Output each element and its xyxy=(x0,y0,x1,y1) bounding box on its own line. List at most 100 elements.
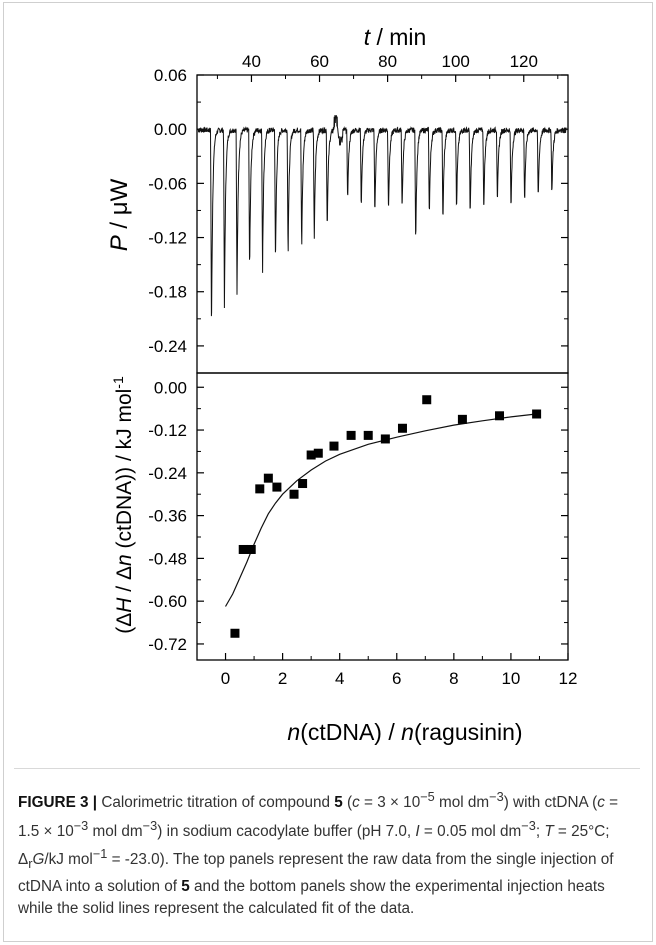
data-point xyxy=(397,423,407,433)
caption-text-5: ) with ctDNA ( xyxy=(503,794,598,812)
caption-i-var: I xyxy=(415,822,420,840)
caption-text-2: ( xyxy=(342,794,353,812)
heat-axis-tick-label: -0.60 xyxy=(148,592,187,611)
heat-axis-label-sup: -1 xyxy=(110,376,126,389)
top-axis-title-unit: / min xyxy=(370,24,426,50)
ratio-axis-tick-label: 12 xyxy=(559,669,578,688)
caption-text-11: = 25°C; Δ xyxy=(18,822,610,869)
power-axis-label-var: P xyxy=(106,235,133,251)
caption-exp-5: −3 xyxy=(521,817,536,833)
top-axis-title-var: t xyxy=(364,24,372,50)
heat-axis-label-p3: / Δ xyxy=(113,566,136,598)
caption-text-1: Calorimetric titration of compound xyxy=(97,794,335,812)
ratio-axis-label-p4: (ragusinin) xyxy=(414,719,523,745)
bottom-plot-frame xyxy=(196,372,569,661)
caption-text-9: = 0.05 mol dm xyxy=(419,822,522,840)
caption-separator xyxy=(14,768,640,769)
power-trace-group xyxy=(197,114,567,317)
power-axis-tick-label: -0.12 xyxy=(148,229,187,248)
itc-figure: t / min P / μW 40 60 80 100 1200.060.00-0.06… xyxy=(106,24,578,745)
power-axis-label-unit: / μW xyxy=(106,178,133,235)
caption-text-14: and the bottom panels show the experimen… xyxy=(18,877,605,918)
top-axis-tick-label: 120 xyxy=(510,52,538,71)
caption-text-7: mol dm xyxy=(88,822,143,840)
heat-axis-label: (ΔH / Δn (ctDNA)) / kJ mol-1 xyxy=(110,376,136,634)
figure-caption: FIGURE 3 | Calorimetric titration of com… xyxy=(18,786,634,921)
power-axis-tick-label: -0.18 xyxy=(148,283,187,302)
data-point xyxy=(495,411,505,421)
ratio-axis-label-p2: (ctDNA) / xyxy=(300,719,401,745)
top-axis-tick-label: 100 xyxy=(441,52,469,71)
top-plot-frame xyxy=(196,74,569,374)
heat-axis-label-p5: (ctDNA)) / kJ mol xyxy=(113,389,136,555)
ratio-axis-label-p3: n xyxy=(401,719,414,745)
top-axis-title: t / min xyxy=(364,24,427,50)
ratio-axis-tick-label: 0 xyxy=(221,669,230,688)
caption-label: FIGURE 3 | xyxy=(18,794,98,812)
caption-exp-4: −3 xyxy=(142,817,158,833)
caption-text-3: = 3 × 10 xyxy=(359,794,421,812)
data-point xyxy=(298,479,308,489)
power-axis-tick-label: -0.24 xyxy=(148,337,187,356)
data-point xyxy=(238,544,248,554)
data-point xyxy=(230,628,240,638)
data-point xyxy=(363,430,373,440)
caption-c-var-2: c xyxy=(597,794,605,812)
data-point xyxy=(246,544,256,554)
data-point xyxy=(306,450,316,460)
data-point xyxy=(380,434,390,444)
data-point xyxy=(457,414,467,424)
caption-compound: 5 xyxy=(334,794,343,812)
data-point xyxy=(329,441,339,451)
data-point xyxy=(255,484,265,494)
heat-axis-tick-label: -0.72 xyxy=(148,635,187,654)
caption-exp-3: −3 xyxy=(73,817,89,833)
caption-c-var: c xyxy=(352,794,360,812)
data-point xyxy=(263,473,273,483)
ratio-axis-tick-label: 10 xyxy=(501,669,520,688)
ratio-axis-tick-label: 2 xyxy=(278,669,287,688)
power-axis-tick-label: 0.00 xyxy=(154,120,187,139)
heat-panel: (ΔH / Δn (ctDNA)) / kJ mol-1 n(ctDNA) / … xyxy=(110,372,578,745)
ratio-axis-tick-label: 8 xyxy=(449,669,458,688)
caption-exp-2: −3 xyxy=(489,789,504,804)
raw-power-panel: t / min P / μW 40 60 80 100 120 0.06 0.00 -0.06… xyxy=(106,24,569,374)
data-point xyxy=(346,430,356,440)
data-point xyxy=(532,409,542,419)
heat-axis-tick-label: -0.48 xyxy=(148,549,187,568)
ratio-axis-tick-label: 4 xyxy=(335,669,344,688)
caption-text-4: mol dm xyxy=(434,794,490,812)
ratio-axis-label-p1: n xyxy=(287,719,300,745)
top-axis-tick-label: 80 xyxy=(378,52,397,71)
heat-axis-tick-label: 0.00 xyxy=(154,378,187,397)
caption-text-13: = -23.0). The top panels represent the r… xyxy=(18,851,614,895)
power-trace xyxy=(197,114,567,317)
caption-t-var: T xyxy=(544,822,554,840)
figure-frame xyxy=(3,2,653,942)
ratio-axis-label: n(ctDNA) / n(ragusinin) xyxy=(287,719,522,745)
caption-text-8: ) in sodium cacodylate buffer (pH 7.0, xyxy=(157,822,416,840)
caption-text-10: ; xyxy=(535,822,545,840)
data-point xyxy=(422,395,432,405)
caption-sub-r: r xyxy=(28,856,33,872)
heat-axis-label-p1: (Δ xyxy=(113,613,136,634)
caption-exp-6: −1 xyxy=(92,846,108,862)
power-axis-tick-label: -0.06 xyxy=(148,174,187,193)
caption-text-6: = 1.5 × 10 xyxy=(18,794,619,840)
power-axis-tick-label: 0.06 xyxy=(154,66,187,85)
heat-axis-tick-label: -0.24 xyxy=(148,464,187,483)
ratio-axis-tick-label: 6 xyxy=(392,669,401,688)
power-axis-label: P / μW xyxy=(106,178,133,251)
top-axis-tick-label: 60 xyxy=(310,52,329,71)
heat-axis-label-p2: H xyxy=(113,597,136,613)
caption-text-12: /kJ mol xyxy=(44,851,93,869)
data-point xyxy=(289,489,299,499)
caption-exp-1: −5 xyxy=(420,789,435,804)
caption-g-var: G xyxy=(32,851,45,869)
fit-curve xyxy=(224,413,540,607)
top-axis-tick-label: 40 xyxy=(242,52,261,71)
data-point xyxy=(313,448,323,458)
heat-axis-tick-label: -0.36 xyxy=(148,507,187,526)
data-point xyxy=(272,482,282,492)
heat-axis-tick-label: -0.12 xyxy=(148,421,187,440)
